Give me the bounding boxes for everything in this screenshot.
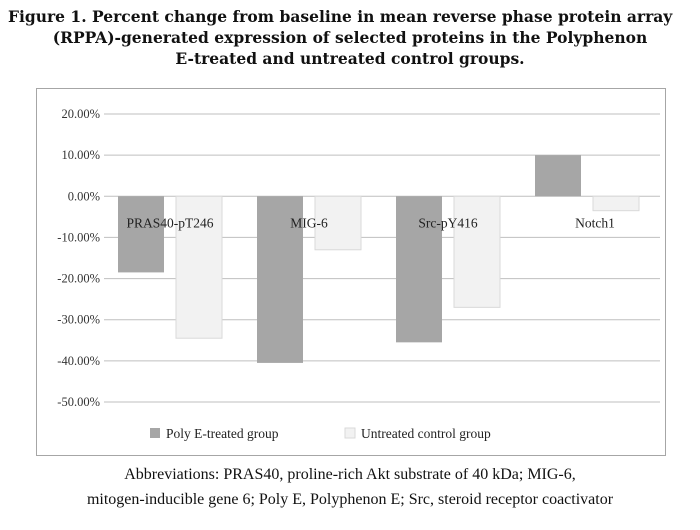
category-label: Notch1: [575, 215, 615, 230]
y-tick-label: -50.00%: [57, 395, 100, 409]
category-label: PRAS40-pT246: [126, 215, 213, 230]
bar-control-4: [592, 195, 640, 212]
bars: [118, 155, 640, 363]
y-tick-label: -10.00%: [57, 230, 100, 244]
y-tick-label: -40.00%: [57, 354, 100, 368]
bar-poly-e-3: [396, 196, 442, 343]
category-label: MIG-6: [290, 215, 328, 230]
abbreviations-line-1: Abbreviations: PRAS40, proline-rich Akt …: [124, 466, 576, 483]
figure-title-line-1: Figure 1. Percent change from baseline i…: [8, 7, 673, 26]
y-tick-label: 0.00%: [68, 189, 100, 203]
legend-label: Untreated control group: [361, 426, 491, 441]
bar-poly-e-1: [118, 196, 164, 273]
figure-title-line-2: (RPPA)-generated expression of selected …: [52, 28, 648, 47]
legend-swatch: [150, 428, 160, 438]
abbreviations-line-2: mitogen-inducible gene 6; Poly E, Polyph…: [86, 491, 614, 508]
bar-control-3: [453, 195, 501, 308]
figure-title: Figure 1. Percent change from baseline i…: [0, 6, 700, 69]
y-tick-label: 20.00%: [61, 107, 100, 121]
y-axis-tick-labels: 20.00% 10.00% 0.00% -10.00% -20.00% -30.00% -4…: [57, 107, 100, 409]
legend-swatch: [344, 427, 356, 439]
category-label: Src-pY416: [418, 215, 477, 230]
abbreviations-note: Abbreviations: PRAS40, proline-rich Akt …: [0, 462, 700, 512]
bar-control-1: [175, 195, 223, 339]
category-labels: PRAS40-pT246 MIG-6 Src-pY416 Notch1: [126, 215, 614, 230]
y-tick-label: -20.00%: [57, 272, 100, 286]
y-tick-label: -30.00%: [57, 313, 100, 327]
figure-title-line-3: E-treated and untreated control groups.: [175, 49, 525, 68]
bar-poly-e-2: [257, 196, 303, 363]
bar-control-2: [314, 195, 362, 251]
y-tick-label: 10.00%: [61, 148, 100, 162]
legend: Poly E-treated group Untreated control gr…: [150, 426, 491, 441]
bar-poly-e-4: [535, 155, 581, 197]
legend-label: Poly E-treated group: [166, 426, 279, 441]
